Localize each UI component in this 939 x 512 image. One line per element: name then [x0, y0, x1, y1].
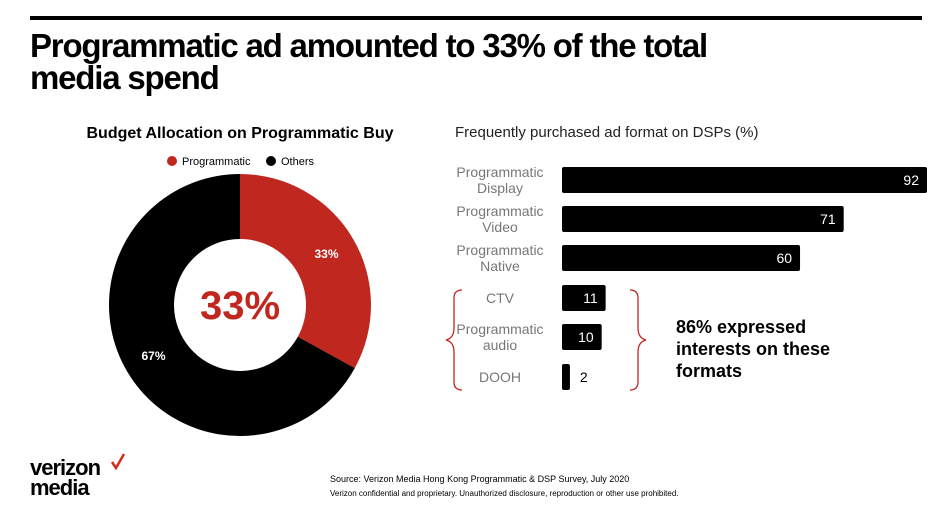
bar — [562, 245, 801, 271]
legend-label: Others — [281, 156, 315, 168]
top-rule — [30, 16, 922, 20]
legend-label: Programmatic — [182, 156, 251, 168]
category-label: Programmatic Video — [456, 203, 544, 235]
value-label: 11 — [583, 290, 598, 306]
bar — [562, 364, 570, 390]
logo-check — [110, 453, 126, 471]
category-label: Programmatic audio — [456, 321, 544, 353]
slice-label: 33% — [314, 247, 338, 261]
category-label: Programmatic Display — [456, 164, 544, 196]
slice — [109, 174, 355, 437]
value-label: 71 — [820, 211, 836, 227]
value-label: 2 — [580, 369, 588, 385]
value-label: 60 — [776, 250, 792, 266]
legend-swatch — [266, 156, 276, 166]
logo-text: media — [30, 475, 90, 500]
chart-title: Frequently purchased ad format on DSPs (… — [455, 124, 759, 141]
slice-label: 67% — [141, 349, 165, 363]
value-label: 10 — [578, 329, 594, 345]
bar — [562, 324, 602, 350]
brace — [445, 289, 463, 391]
bar — [562, 167, 927, 193]
slice — [240, 174, 372, 369]
disclaimer: Verizon confidential and proprietary. Un… — [330, 489, 679, 498]
center-label: 33% — [200, 284, 280, 328]
chart-title: Budget Allocation on Programmatic Buy — [86, 125, 394, 142]
bar — [562, 206, 844, 232]
category-label: Programmatic Native — [456, 242, 544, 274]
category-label: DOOH — [479, 369, 521, 385]
slide-title: Programmatic ad amounted to 33% of the t… — [30, 27, 708, 96]
bar — [562, 285, 606, 311]
brace — [629, 289, 647, 391]
category-label: CTV — [486, 290, 514, 306]
annotation: 86% expressed interests on these formats — [676, 317, 831, 381]
value-label: 92 — [903, 172, 919, 188]
logo-text: verizon — [30, 455, 101, 480]
source: Source: Verizon Media Hong Kong Programm… — [330, 474, 630, 484]
legend-swatch — [167, 156, 177, 166]
